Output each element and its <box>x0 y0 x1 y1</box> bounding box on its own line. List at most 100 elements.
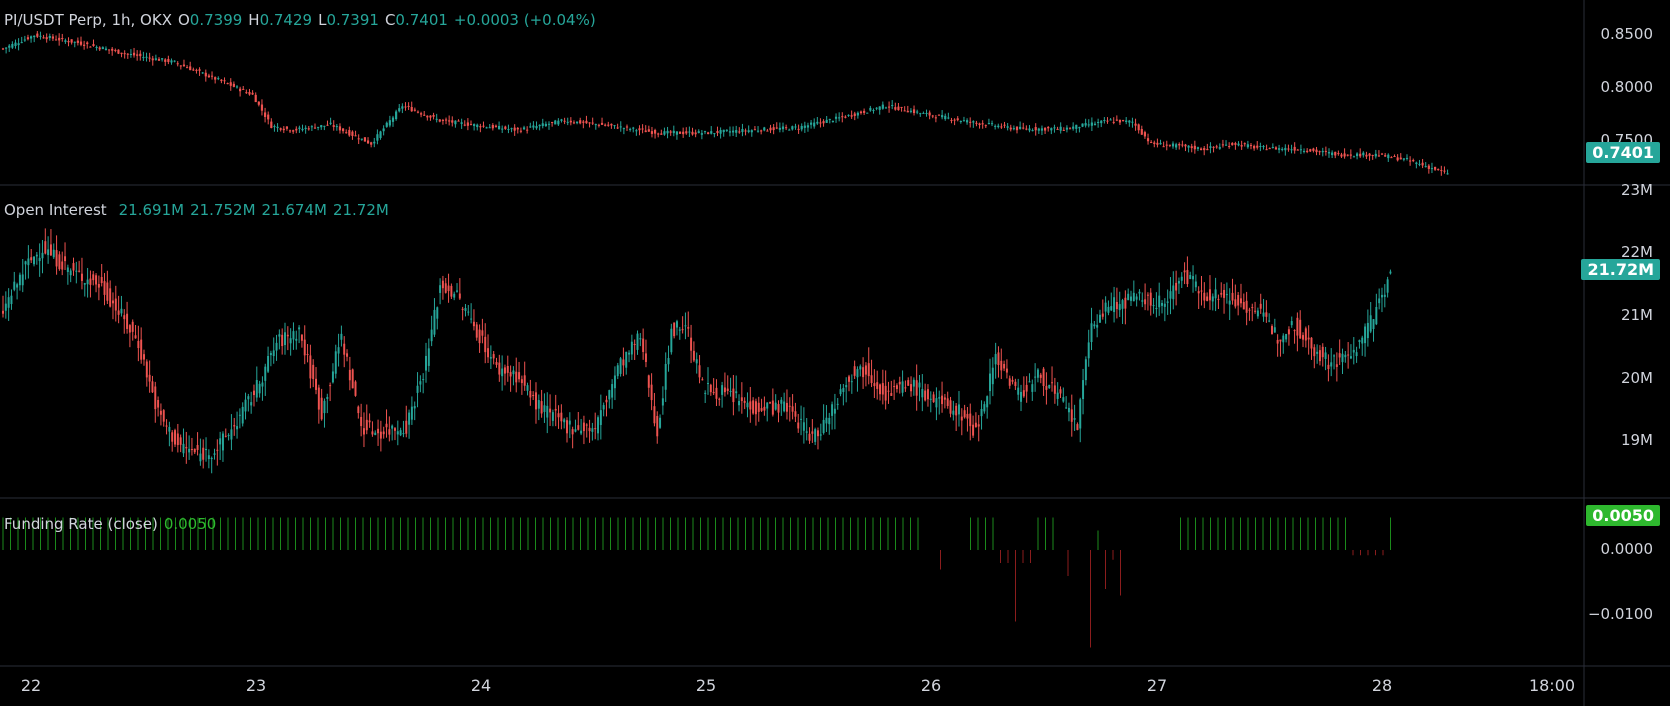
oi-candle <box>1364 326 1367 344</box>
price-candle <box>663 131 666 135</box>
price-candle <box>641 128 644 130</box>
open-value: 0.7399 <box>189 11 243 29</box>
price-candle <box>863 110 866 113</box>
price-candle <box>1281 148 1284 150</box>
price-candle <box>1028 128 1031 131</box>
oi-candle <box>360 416 363 427</box>
price-candle <box>1440 170 1443 172</box>
price-candle <box>551 122 554 124</box>
price-candle <box>778 127 781 130</box>
price-candle <box>575 121 579 124</box>
oi-candle <box>1152 305 1155 307</box>
oi-candle <box>1062 397 1065 402</box>
price-candle <box>1268 148 1271 150</box>
price-candle <box>373 141 376 144</box>
price-candle <box>691 131 694 135</box>
oi-candle <box>1141 300 1144 302</box>
oi-candle <box>4 303 7 311</box>
oi-candle <box>382 431 385 435</box>
oi-candle <box>1248 309 1251 311</box>
oi-candle <box>895 385 898 390</box>
oi-candle <box>1327 364 1330 370</box>
oi-candle <box>103 281 106 295</box>
oi-candle <box>1118 304 1121 311</box>
price-candle <box>1246 144 1249 148</box>
price-candles <box>1 31 1449 176</box>
oi-candle <box>126 313 129 329</box>
price-candle <box>1237 143 1240 146</box>
price-candle <box>8 45 11 48</box>
price-candle <box>391 117 395 122</box>
oi-candle <box>647 375 650 388</box>
price-candle <box>1355 153 1359 157</box>
oi-candle <box>1324 352 1327 359</box>
price-candle <box>972 121 975 123</box>
price-candle <box>1396 157 1399 161</box>
oi-candle <box>1093 324 1096 327</box>
price-candle <box>189 66 192 71</box>
oi-candle <box>1161 302 1164 306</box>
price-candle <box>604 124 607 126</box>
price-candle <box>619 126 622 128</box>
high-label: H <box>248 11 260 29</box>
oi-candle <box>419 381 422 385</box>
price-candle <box>1168 144 1171 146</box>
price-candle <box>429 115 432 118</box>
oi-candle <box>1067 407 1070 413</box>
price-candle <box>201 72 204 74</box>
oi-candle <box>1073 418 1076 420</box>
oi-candle <box>425 355 427 371</box>
price-candle <box>688 131 691 133</box>
symbol-title[interactable]: PI/USDT Perp, 1h, OKX <box>4 11 172 29</box>
oi-candle <box>106 282 109 301</box>
price-candle <box>1437 169 1440 171</box>
oi-candle <box>481 330 484 336</box>
price-candle <box>653 130 657 134</box>
oi-candle <box>1333 355 1336 357</box>
price-candle <box>164 59 167 62</box>
price-candle <box>1072 126 1075 129</box>
oi-candle <box>1163 303 1166 307</box>
oi-candle <box>862 367 865 378</box>
oi-candle <box>213 453 216 455</box>
oi-candle <box>320 397 323 420</box>
oi-candle <box>582 422 585 432</box>
oi-candle <box>980 408 983 417</box>
oi-value-1: 21.691M <box>118 201 185 219</box>
oi-candle <box>30 257 33 261</box>
price-candle <box>1393 156 1396 158</box>
oi-candle <box>495 362 498 365</box>
oi-candle <box>475 324 478 338</box>
oi-title[interactable]: Open Interest <box>4 201 107 219</box>
oi-candle <box>760 408 763 411</box>
price-candle <box>310 126 313 128</box>
price-candle <box>1312 148 1315 151</box>
oi-candle <box>441 280 444 289</box>
price-candle <box>969 121 972 123</box>
oi-candle <box>613 375 616 389</box>
price-candle <box>1 48 5 50</box>
oi-candle <box>489 357 492 359</box>
oi-candle <box>893 386 896 388</box>
price-candle <box>192 69 195 71</box>
price-candle <box>1256 145 1259 148</box>
oi-candle <box>1051 382 1054 384</box>
price-candle <box>769 127 772 131</box>
oi-candle <box>707 383 709 385</box>
price-candle <box>1043 127 1047 131</box>
oi-candle <box>272 350 275 357</box>
oi-candle <box>267 355 270 372</box>
x-tick: 26 <box>920 676 942 695</box>
oi-candle <box>1299 319 1302 339</box>
price-candle <box>816 121 819 124</box>
price-candle <box>351 131 354 136</box>
oi-candle <box>227 435 230 437</box>
oi-candle <box>174 430 177 445</box>
price-candle <box>1418 163 1421 165</box>
price-candle <box>1003 124 1006 126</box>
oi-candle <box>111 300 114 304</box>
oi-candle <box>921 388 924 398</box>
funding-title[interactable]: Funding Rate (close) <box>4 515 158 533</box>
price-candle <box>223 80 226 82</box>
